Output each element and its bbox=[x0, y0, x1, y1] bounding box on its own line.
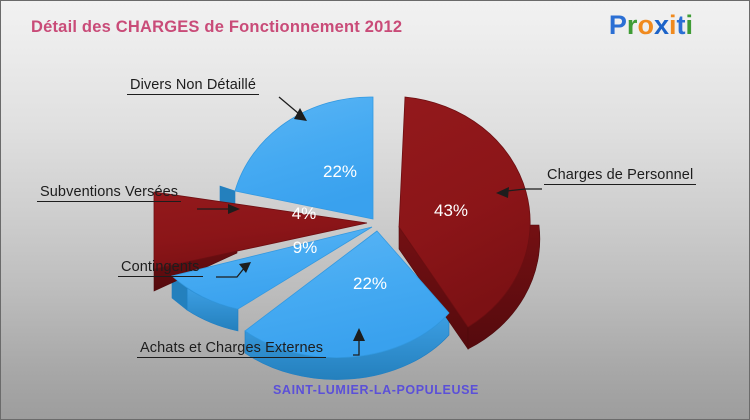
logo-letter-i1: i bbox=[668, 10, 677, 40]
arrow-divers bbox=[294, 108, 307, 121]
callout-label-personnel: Charges de Personnel bbox=[544, 167, 697, 185]
pct-contingents: 9% bbox=[293, 238, 318, 257]
page-header: Détail des CHARGES de Fonctionnement 201… bbox=[1, 1, 749, 53]
pie-slice-subventions[interactable] bbox=[153, 191, 368, 270]
commune-name: SAINT-LUMIER-LA-POPULEUSE bbox=[273, 383, 479, 397]
page-title: Détail des CHARGES de Fonctionnement 201… bbox=[31, 18, 403, 36]
pie-data-labels: 22% 4% 9% 22% 43% bbox=[292, 162, 468, 293]
logo-letter-o: o bbox=[637, 10, 654, 40]
pct-personnel: 43% bbox=[434, 201, 468, 220]
callout-achats-et-charges-externes: Achats et Charges Externes bbox=[137, 340, 327, 358]
callout-label-achats: Achats et Charges Externes bbox=[137, 340, 327, 358]
pct-achats: 22% bbox=[353, 274, 387, 293]
leader-divers bbox=[278, 96, 299, 114]
leader-contingents bbox=[216, 266, 246, 278]
arrow-subventions bbox=[228, 204, 240, 214]
arrow-personnel bbox=[496, 187, 509, 198]
pie-slice-personnel[interactable] bbox=[398, 96, 531, 328]
logo-letter-t: t bbox=[676, 10, 686, 40]
callout-arrowheads bbox=[228, 108, 509, 341]
arrow-achats bbox=[353, 328, 365, 341]
callout-divers-non-detaille: Divers Non Détaillé bbox=[127, 77, 259, 95]
logo-letter-p: P bbox=[608, 10, 627, 40]
proxiti-logo[interactable]: Proxiti bbox=[609, 12, 693, 39]
pie-slices-top bbox=[153, 96, 531, 358]
callout-label-contingents: Contingents bbox=[118, 259, 203, 277]
callout-contingents: Contingents bbox=[118, 259, 203, 277]
pie-slice-divers[interactable] bbox=[234, 96, 374, 220]
pie-slice-achats[interactable] bbox=[244, 230, 450, 358]
leader-personnel bbox=[506, 188, 542, 192]
callout-subventions-versees: Subventions Versées bbox=[37, 184, 182, 202]
arrow-contingents bbox=[239, 262, 251, 273]
callout-label-subventions: Subventions Versées bbox=[37, 184, 182, 202]
callout-charges-de-personnel: Charges de Personnel bbox=[544, 167, 697, 185]
logo-letter-r: r bbox=[626, 10, 638, 40]
callout-label-divers: Divers Non Détaillé bbox=[127, 77, 259, 95]
logo-letter-x: x bbox=[653, 10, 669, 40]
callout-leader-lines bbox=[197, 96, 542, 356]
pct-subventions: 4% bbox=[292, 204, 317, 223]
logo-letter-i2: i bbox=[685, 10, 693, 40]
pct-divers: 22% bbox=[323, 162, 357, 181]
leader-achats bbox=[353, 339, 360, 356]
